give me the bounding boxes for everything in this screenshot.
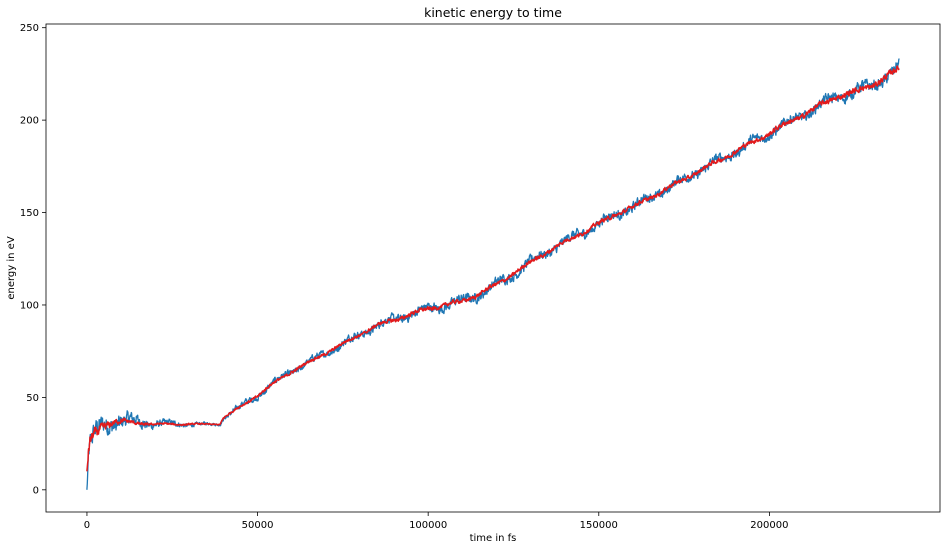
plot-area-frame bbox=[45, 23, 941, 513]
y-axis: 0 50 100 150 200 250 bbox=[20, 23, 46, 496]
y-tick-label: 0 bbox=[33, 485, 39, 496]
x-axis: 0 50000 100000 150000 200000 bbox=[84, 512, 788, 531]
y-tick-label: 250 bbox=[20, 23, 39, 34]
x-axis-label: time in fs bbox=[470, 533, 517, 544]
y-tick-label: 150 bbox=[20, 208, 39, 219]
y-axis-label: energy in eV bbox=[6, 236, 17, 299]
x-tick-label: 150000 bbox=[580, 520, 618, 531]
series-layer bbox=[86, 58, 900, 490]
x-tick-label: 0 bbox=[84, 520, 90, 531]
y-tick-label: 100 bbox=[20, 300, 39, 311]
x-tick-label: 200000 bbox=[750, 520, 788, 531]
series-line-smoothed bbox=[86, 65, 900, 472]
y-tick-label: 200 bbox=[20, 116, 39, 127]
x-tick-label: 100000 bbox=[409, 520, 447, 531]
x-tick-label: 50000 bbox=[242, 520, 274, 531]
y-tick-label: 50 bbox=[26, 393, 39, 404]
chart-title: kinetic energy to time bbox=[424, 5, 562, 20]
